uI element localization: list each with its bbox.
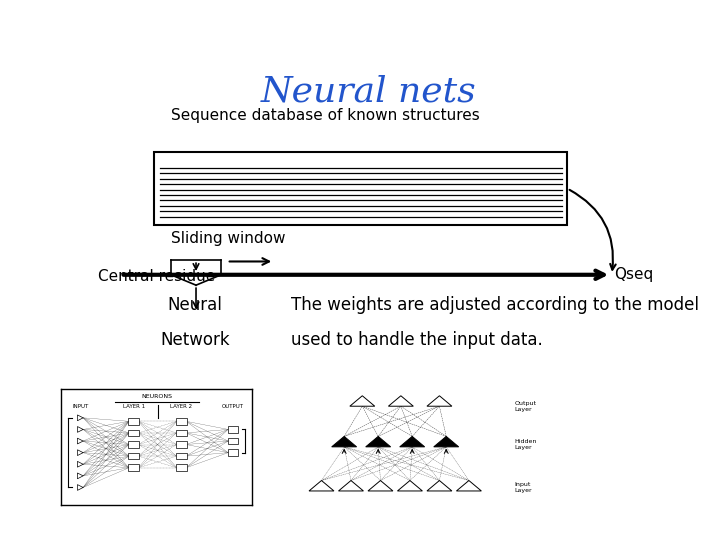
Text: Neural: Neural (168, 296, 222, 314)
Text: Output
Layer: Output Layer (514, 401, 536, 411)
Polygon shape (78, 473, 83, 479)
Bar (176, 453, 186, 460)
Polygon shape (368, 481, 393, 491)
Text: LAYER 1: LAYER 1 (122, 404, 145, 409)
Bar (176, 430, 186, 436)
Text: Network: Network (160, 331, 230, 349)
Polygon shape (338, 481, 364, 491)
Polygon shape (78, 415, 83, 421)
Polygon shape (388, 396, 413, 406)
Text: Central residue: Central residue (99, 269, 215, 285)
Bar (128, 464, 139, 471)
Polygon shape (78, 461, 83, 467)
Polygon shape (78, 484, 83, 490)
Bar (228, 438, 238, 444)
Text: Input
Layer: Input Layer (514, 482, 532, 493)
Bar (128, 441, 139, 448)
Bar (128, 430, 139, 436)
Polygon shape (400, 436, 425, 447)
Text: Hidden
Layer: Hidden Layer (514, 439, 536, 450)
Text: Sequence database of known structures: Sequence database of known structures (171, 108, 480, 123)
Polygon shape (78, 438, 83, 444)
Text: Sliding window: Sliding window (171, 231, 285, 246)
Polygon shape (397, 481, 423, 491)
Bar (154, 152, 567, 225)
Bar (176, 441, 186, 448)
Polygon shape (433, 436, 459, 447)
Polygon shape (332, 436, 356, 447)
Text: Qseq: Qseq (615, 267, 654, 282)
Bar (128, 418, 139, 424)
Text: The weights are adjusted according to the model: The weights are adjusted according to th… (291, 296, 699, 314)
Polygon shape (366, 436, 391, 447)
Polygon shape (427, 481, 452, 491)
Text: OUTPUT: OUTPUT (222, 404, 244, 409)
Polygon shape (427, 396, 452, 406)
Polygon shape (350, 396, 375, 406)
Bar (128, 453, 139, 460)
Polygon shape (309, 481, 334, 491)
Text: Neural nets: Neural nets (261, 75, 477, 109)
Text: LAYER 2: LAYER 2 (171, 404, 192, 409)
Polygon shape (456, 481, 482, 491)
Polygon shape (78, 427, 83, 433)
Text: used to handle the input data.: used to handle the input data. (291, 331, 543, 349)
Text: NEURONS: NEURONS (141, 394, 172, 400)
Bar (176, 464, 186, 471)
Bar (176, 418, 186, 424)
Polygon shape (78, 450, 83, 456)
Bar (228, 449, 238, 456)
Text: INPUT: INPUT (72, 404, 89, 409)
Bar (228, 426, 238, 433)
